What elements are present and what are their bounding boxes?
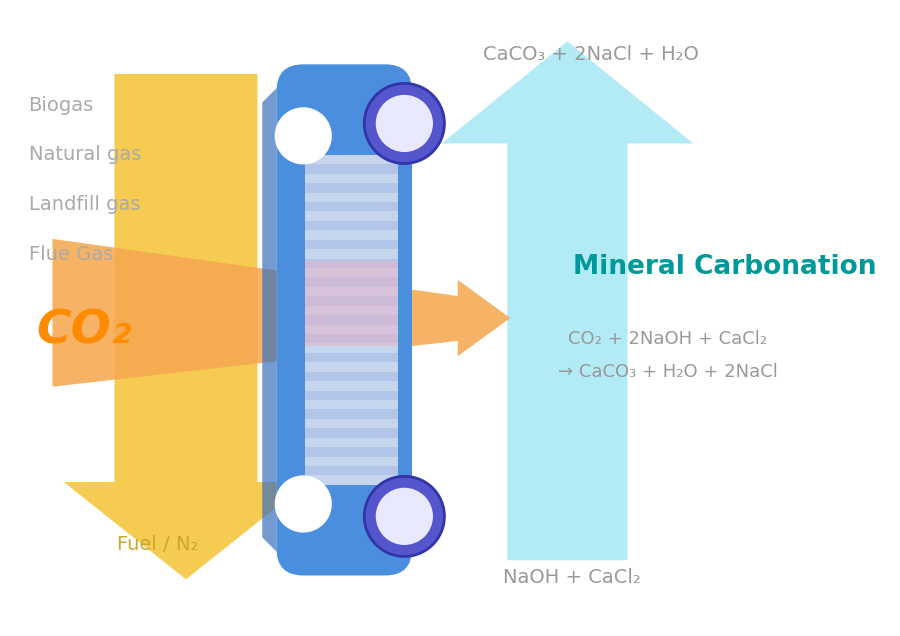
Bar bbox=[305, 419, 398, 428]
Text: Fuel / N₂: Fuel / N₂ bbox=[117, 534, 198, 553]
Text: Biogas: Biogas bbox=[29, 96, 94, 115]
Text: Natural gas: Natural gas bbox=[29, 146, 141, 165]
Bar bbox=[305, 306, 398, 315]
Bar bbox=[305, 381, 398, 391]
Bar bbox=[305, 277, 398, 287]
Bar bbox=[305, 343, 398, 353]
Bar bbox=[305, 261, 398, 347]
Polygon shape bbox=[262, 88, 276, 551]
Bar bbox=[305, 438, 398, 447]
Bar bbox=[305, 466, 398, 476]
Text: Landfill gas: Landfill gas bbox=[29, 195, 140, 214]
Circle shape bbox=[274, 107, 332, 165]
Text: CO₂ + 2NaOH + CaCl₂: CO₂ + 2NaOH + CaCl₂ bbox=[568, 330, 767, 348]
Circle shape bbox=[375, 488, 433, 545]
Bar bbox=[305, 457, 398, 466]
Bar bbox=[305, 476, 398, 485]
Bar bbox=[305, 164, 398, 174]
Bar bbox=[305, 334, 398, 343]
FancyBboxPatch shape bbox=[276, 64, 412, 576]
Polygon shape bbox=[442, 41, 693, 560]
Bar bbox=[305, 174, 398, 183]
Bar bbox=[305, 240, 398, 249]
Bar bbox=[305, 363, 398, 372]
Bar bbox=[305, 193, 398, 202]
Bar bbox=[305, 447, 398, 457]
Bar bbox=[305, 287, 398, 296]
Circle shape bbox=[364, 476, 445, 556]
Text: CaCO₃ + 2NaCl + H₂O: CaCO₃ + 2NaCl + H₂O bbox=[483, 45, 699, 64]
Bar bbox=[305, 372, 398, 381]
Bar bbox=[305, 315, 398, 324]
Bar bbox=[305, 183, 398, 193]
Bar bbox=[305, 202, 398, 212]
Bar bbox=[305, 400, 398, 410]
Text: Flue Gas: Flue Gas bbox=[29, 245, 113, 263]
Bar bbox=[305, 221, 398, 230]
Polygon shape bbox=[52, 239, 510, 387]
Circle shape bbox=[364, 83, 445, 163]
Text: Mineral Carbonation: Mineral Carbonation bbox=[573, 254, 877, 280]
Circle shape bbox=[274, 475, 332, 532]
Bar bbox=[305, 410, 398, 419]
Text: NaOH + CaCl₂: NaOH + CaCl₂ bbox=[503, 568, 641, 587]
Bar bbox=[305, 249, 398, 259]
Bar bbox=[305, 212, 398, 221]
Text: → CaCO₃ + H₂O + 2NaCl: → CaCO₃ + H₂O + 2NaCl bbox=[558, 363, 778, 382]
Bar bbox=[305, 155, 398, 164]
Bar bbox=[305, 230, 398, 240]
Circle shape bbox=[375, 95, 433, 152]
Bar bbox=[305, 353, 398, 363]
Polygon shape bbox=[64, 74, 308, 579]
Text: CO₂: CO₂ bbox=[36, 309, 131, 354]
Bar bbox=[305, 259, 398, 268]
Bar bbox=[305, 391, 398, 400]
Bar bbox=[305, 324, 398, 334]
Bar bbox=[305, 296, 398, 306]
Bar bbox=[305, 268, 398, 277]
Bar bbox=[305, 428, 398, 438]
